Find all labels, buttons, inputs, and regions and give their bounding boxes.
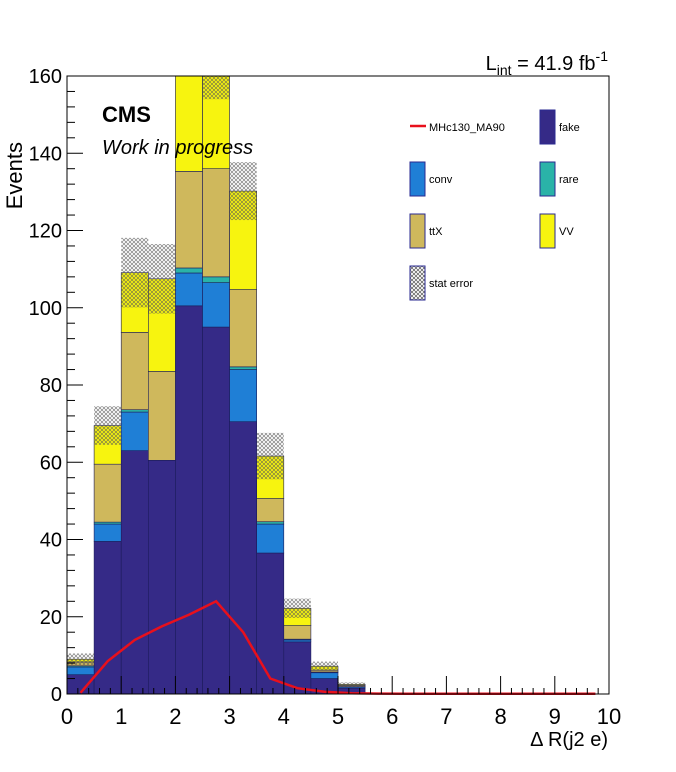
legend-swatch <box>409 213 426 249</box>
legend-swatch <box>539 161 556 197</box>
x-tick-label: 1 <box>115 704 127 729</box>
x-axis: 0 1 2 3 4 5 6 7 8 9 10 <box>61 676 621 729</box>
x-tick-label: 7 <box>440 704 452 729</box>
legend-item-conv: conv <box>409 161 453 197</box>
bar-ttx-4 <box>175 171 203 269</box>
stat-error-band-4 <box>175 1 202 74</box>
legend-item-vv: VV <box>539 213 574 249</box>
legend-label: rare <box>559 174 579 186</box>
bar-fake-1 <box>93 541 122 694</box>
stacked-bars <box>67 76 366 694</box>
bar-conv-4 <box>175 272 203 307</box>
bar-conv-9 <box>310 672 339 679</box>
x-tick-label: 8 <box>494 704 506 729</box>
y-tick-label: 20 <box>40 607 62 629</box>
bar-fake-5 <box>202 326 230 694</box>
legend-item-stat-error: stat error <box>409 265 473 301</box>
legend-swatch <box>539 213 556 249</box>
stat-error-band-7 <box>256 432 284 480</box>
legend-label: fake <box>559 122 580 134</box>
y-tick-label: 160 <box>29 66 62 88</box>
bar-fake-2 <box>120 450 149 694</box>
legend-swatch <box>539 109 556 145</box>
legend-swatch <box>409 265 426 301</box>
x-tick-label: 0 <box>61 704 73 729</box>
x-tick-label: 4 <box>278 704 290 729</box>
x-tick-label: 2 <box>169 704 181 729</box>
x-tick-label: 3 <box>223 704 235 729</box>
legend-swatch <box>409 161 426 197</box>
y-axis-label: Events <box>2 142 27 209</box>
y-axis: 0 20 40 60 80 100 120 140 160 <box>29 66 83 706</box>
bar-ttx-8 <box>283 625 312 640</box>
bar-conv-7 <box>256 523 285 554</box>
bar-rare-2 <box>120 409 149 413</box>
stat-error-band-3 <box>148 244 176 314</box>
bar-conv-1 <box>93 523 122 542</box>
stat-error-band-1 <box>94 406 122 445</box>
legend-label: stat error <box>429 278 473 290</box>
stat-error-bands <box>67 1 366 687</box>
bar-fake-4 <box>175 305 203 694</box>
luminosity-label: Lint = 41.9 fb-1 <box>486 48 609 78</box>
status-label: Work in progress <box>102 137 253 159</box>
legend-label: VV <box>559 226 574 238</box>
legend-item-mhc130-ma90: MHc130_MA90 <box>410 122 505 134</box>
bar-ttx-5 <box>202 168 230 278</box>
legend: MHc130_MA90 fake conv rare ttX VV stat error <box>409 109 580 301</box>
bar-ttx-1 <box>93 463 122 523</box>
bar-conv-0 <box>67 666 95 675</box>
bar-ttx-7 <box>256 498 285 523</box>
bar-ttx-3 <box>148 371 176 461</box>
y-tick-label: 40 <box>40 530 62 552</box>
legend-item-ttx: ttX <box>409 213 443 249</box>
bar-fake-6 <box>229 421 258 694</box>
x-tick-label: 10 <box>597 704 621 729</box>
stat-error-band-8 <box>283 598 311 618</box>
stat-error-band-5 <box>202 76 230 100</box>
legend-label: ttX <box>429 226 443 238</box>
x-tick-label: 6 <box>386 704 398 729</box>
stat-error-band-0 <box>67 653 95 666</box>
bar-rare-7 <box>256 521 285 525</box>
stat-error-band-9 <box>310 661 338 671</box>
bar-ttx-6 <box>229 289 258 368</box>
y-tick-label: 140 <box>29 143 62 165</box>
stat-error-band-2 <box>121 237 149 308</box>
bar-vv-4 <box>175 76 203 172</box>
y-tick-label: 80 <box>40 375 62 397</box>
y-tick-label: 120 <box>29 221 62 243</box>
cms-label: CMS <box>102 102 151 127</box>
legend-item-fake: fake <box>539 109 580 145</box>
bar-fake-3 <box>148 460 176 694</box>
x-axis-label: Δ R(j2 e) <box>530 729 608 751</box>
stat-error-band-6 <box>229 162 257 221</box>
legend-item-rare: rare <box>539 161 579 197</box>
y-tick-label: 0 <box>51 684 62 706</box>
bar-conv-2 <box>120 411 149 451</box>
bar-ttx-2 <box>120 332 149 411</box>
legend-label: MHc130_MA90 <box>429 122 505 134</box>
x-tick-label: 5 <box>332 704 344 729</box>
y-tick-label: 60 <box>40 452 62 474</box>
stat-error-band-10 <box>338 682 366 687</box>
y-tick-label: 100 <box>29 298 62 320</box>
bar-conv-6 <box>229 369 258 422</box>
bar-fake-7 <box>256 552 285 694</box>
bar-conv-5 <box>202 282 230 328</box>
x-tick-label: 9 <box>549 704 561 729</box>
bar-rare-6 <box>229 366 258 370</box>
bar-rare-5 <box>202 276 230 283</box>
bar-fake-8 <box>283 641 312 694</box>
bar-rare-4 <box>175 267 203 274</box>
legend-label: conv <box>429 174 453 186</box>
